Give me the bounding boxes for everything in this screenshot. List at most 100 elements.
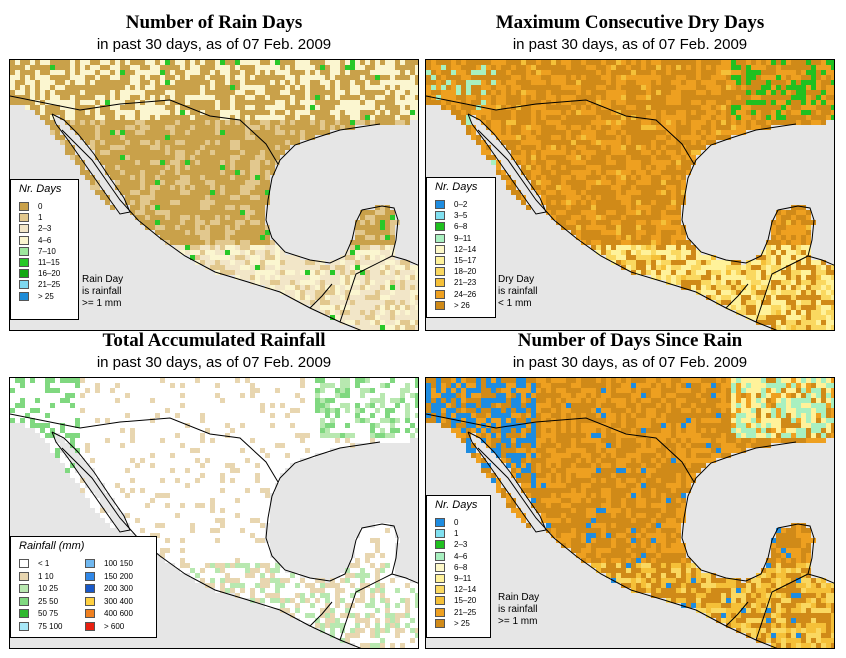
grid-cell (390, 325, 395, 330)
grid-cell (225, 260, 230, 265)
grid-cell (275, 265, 280, 270)
grid-cell (295, 95, 300, 100)
grid-cell (95, 80, 100, 85)
grid-cell (776, 240, 781, 245)
grid-cell (265, 70, 270, 75)
grid-cell (701, 255, 706, 260)
grid-cell (60, 115, 65, 120)
grid-cell (115, 145, 120, 150)
grid-cell (621, 150, 626, 155)
grid-cell (105, 195, 110, 200)
grid-cell (25, 105, 30, 110)
grid-cell (200, 135, 205, 140)
grid-cell (726, 275, 731, 280)
grid-cell (596, 195, 601, 200)
grid-cell (340, 60, 345, 65)
grid-cell (140, 110, 145, 115)
grid-cell (160, 230, 165, 235)
grid-cell (275, 125, 280, 130)
grid-cell (255, 200, 260, 205)
grid-cell (165, 200, 170, 205)
grid-cell (380, 120, 385, 125)
grid-cell (486, 155, 491, 160)
grid-cell (516, 190, 521, 195)
grid-cell (586, 160, 591, 165)
grid-cell (671, 145, 676, 150)
grid-cell (10, 85, 15, 90)
grid-cell (561, 190, 566, 195)
grid-cell (360, 320, 365, 325)
grid-cell (320, 275, 325, 280)
grid-cell (390, 100, 395, 105)
grid-cell (511, 125, 516, 130)
grid-cell (561, 195, 566, 200)
grid-cell (486, 120, 491, 125)
grid-cell (155, 90, 160, 95)
grid-cell (556, 195, 561, 200)
grid-cell (431, 60, 436, 65)
grid-cell (275, 285, 280, 290)
grid-cell (461, 110, 466, 115)
grid-cell (155, 195, 160, 200)
grid-cell (496, 120, 501, 125)
grid-cell (150, 105, 155, 110)
grid-cell (280, 100, 285, 105)
grid-cell (641, 265, 646, 270)
grid-cell (190, 245, 195, 250)
grid-cell (581, 70, 586, 75)
grid-cell (686, 260, 691, 265)
coastline (61, 123, 418, 330)
grid-cell (390, 65, 395, 70)
grid-cell (781, 265, 786, 270)
grid-cell (631, 180, 636, 185)
grid-cell (561, 185, 566, 190)
grid-cell (806, 305, 811, 310)
grid-cell (596, 70, 601, 75)
grid-cell (436, 85, 441, 90)
grid-cell (581, 75, 586, 80)
grid-cell (746, 280, 751, 285)
grid-cell (230, 150, 235, 155)
grid-cell (405, 300, 410, 305)
grid-cell (651, 175, 656, 180)
legend-swatch (19, 291, 29, 301)
grid-cell (651, 265, 656, 270)
grid-cell (651, 75, 656, 80)
grid-cell (691, 105, 696, 110)
grid-cell (816, 75, 821, 80)
grid-cell (405, 320, 410, 325)
grid-cell (806, 70, 811, 75)
grid-cell (275, 378, 280, 383)
grid-cell (561, 90, 566, 95)
grid-cell (456, 115, 461, 120)
grid-cell (300, 275, 305, 280)
grid-cell (80, 100, 85, 105)
grid-cell (831, 310, 834, 315)
grid-cell (140, 185, 145, 190)
grid-cell (350, 320, 355, 325)
grid-cell (541, 135, 546, 140)
grid-cell (791, 95, 796, 100)
grid-cell (165, 115, 170, 120)
grid-cell (616, 90, 621, 95)
grid-cell (155, 190, 160, 195)
grid-cell (305, 110, 310, 115)
grid-cell (225, 180, 230, 185)
grid-cell (130, 155, 135, 160)
grid-cell (586, 190, 591, 195)
grid-cell (806, 110, 811, 115)
grid-cell (721, 105, 726, 110)
grid-cell (571, 180, 576, 185)
grid-cell (591, 195, 596, 200)
grid-cell (571, 65, 576, 70)
grid-cell (691, 130, 696, 135)
grid-cell (721, 290, 726, 295)
grid-cell (95, 120, 100, 125)
grid-cell (691, 95, 696, 100)
grid-cell (210, 185, 215, 190)
grid-cell (701, 125, 706, 130)
grid-cell (681, 255, 686, 260)
grid-cell (711, 75, 716, 80)
grid-cell (140, 170, 145, 175)
grid-cell (200, 215, 205, 220)
